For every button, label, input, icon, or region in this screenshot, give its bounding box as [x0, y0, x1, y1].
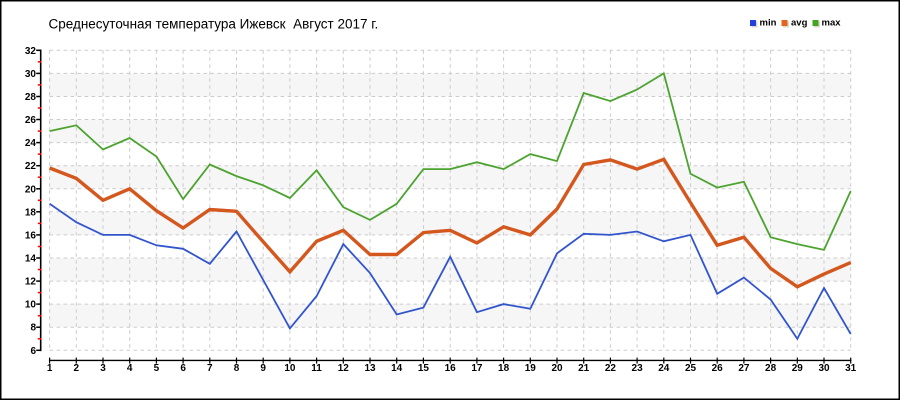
- svg-text:22: 22: [25, 161, 37, 172]
- svg-text:8: 8: [234, 363, 240, 374]
- svg-text:3: 3: [100, 363, 106, 374]
- svg-text:20: 20: [551, 363, 563, 374]
- svg-text:26: 26: [25, 115, 37, 126]
- svg-text:1: 1: [47, 363, 53, 374]
- svg-text:17: 17: [471, 363, 483, 374]
- svg-text:6: 6: [180, 363, 186, 374]
- svg-text:26: 26: [712, 363, 724, 374]
- svg-text:27: 27: [738, 363, 750, 374]
- svg-text:Среднесуточная температура Иже: Среднесуточная температура Ижевск Август…: [49, 17, 379, 32]
- svg-text:29: 29: [792, 363, 804, 374]
- svg-text:23: 23: [632, 363, 644, 374]
- svg-text:2: 2: [74, 363, 80, 374]
- svg-text:15: 15: [418, 363, 430, 374]
- svg-text:14: 14: [391, 363, 403, 374]
- svg-text:12: 12: [25, 277, 37, 288]
- svg-text:9: 9: [260, 363, 266, 374]
- svg-text:14: 14: [25, 254, 37, 265]
- svg-text:28: 28: [25, 92, 37, 103]
- svg-text:8: 8: [30, 323, 36, 334]
- svg-text:6: 6: [30, 346, 36, 357]
- svg-text:avg: avg: [791, 17, 808, 28]
- svg-text:31: 31: [845, 363, 857, 374]
- svg-text:32: 32: [25, 46, 37, 57]
- svg-text:24: 24: [658, 363, 670, 374]
- svg-text:5: 5: [154, 363, 160, 374]
- svg-text:24: 24: [25, 138, 37, 149]
- svg-text:25: 25: [685, 363, 697, 374]
- svg-text:7: 7: [207, 363, 213, 374]
- svg-text:10: 10: [284, 363, 296, 374]
- svg-text:21: 21: [578, 363, 590, 374]
- svg-text:13: 13: [364, 363, 376, 374]
- svg-text:22: 22: [605, 363, 617, 374]
- svg-text:18: 18: [498, 363, 510, 374]
- svg-text:16: 16: [25, 230, 37, 241]
- svg-text:max: max: [822, 17, 842, 28]
- svg-text:12: 12: [338, 363, 350, 374]
- svg-text:18: 18: [25, 207, 37, 218]
- svg-text:19: 19: [525, 363, 537, 374]
- svg-text:10: 10: [25, 300, 37, 311]
- svg-text:20: 20: [25, 184, 37, 195]
- svg-text:min: min: [760, 17, 777, 28]
- svg-text:4: 4: [127, 363, 133, 374]
- svg-text:28: 28: [765, 363, 777, 374]
- svg-text:11: 11: [311, 363, 322, 374]
- svg-text:16: 16: [445, 363, 457, 374]
- svg-text:30: 30: [25, 69, 37, 80]
- svg-text:30: 30: [818, 363, 830, 374]
